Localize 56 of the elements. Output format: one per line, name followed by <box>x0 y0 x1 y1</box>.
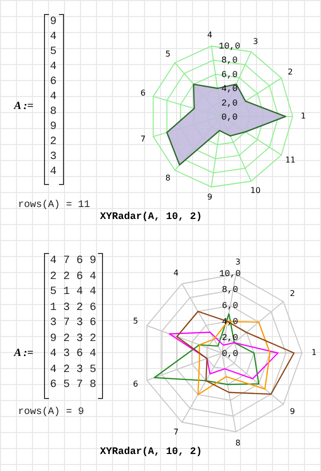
spoke-label: 9 <box>290 407 296 416</box>
y-tick-label: 8,0 <box>220 55 238 66</box>
y-tick-label: 0,0 <box>220 112 238 122</box>
text: 9 2 3 2 <box>50 332 96 344</box>
text: 9 <box>50 16 57 28</box>
spoke-label: 2 <box>290 288 296 298</box>
text: 3 <box>50 151 57 163</box>
spoke-label: 1 <box>300 111 306 120</box>
spoke-label: 6 <box>140 88 146 97</box>
spoke-label: 6 <box>133 379 138 388</box>
text: 5 1 4 4 <box>50 286 96 298</box>
spoke-label: 1 <box>311 348 317 357</box>
spoke-label: 4 <box>173 268 179 278</box>
spoke-label: 8 <box>164 172 170 182</box>
spoke-label: 3 <box>235 257 241 266</box>
text: rows(A) = 9 <box>18 407 84 418</box>
text: A := <box>14 100 34 112</box>
spoke-label: 9 <box>206 192 212 201</box>
y-tick-label: 10,0 <box>218 40 240 51</box>
text: 2 2 6 4 <box>50 270 96 282</box>
text: XYRadar(A, 10, 2) <box>100 447 202 458</box>
spoke-label: 5 <box>133 316 138 326</box>
spoke-label: 5 <box>164 49 170 58</box>
text: 4 <box>50 166 57 178</box>
text: A := <box>14 347 34 359</box>
y-tick-label: 8,0 <box>222 285 238 295</box>
spoke-label: 7 <box>173 428 179 437</box>
text: 4 <box>50 31 57 43</box>
text: 4 <box>50 61 57 73</box>
y-tick-label: 6,0 <box>220 69 238 80</box>
text: 4 2 3 5 <box>50 364 96 376</box>
text: 5 <box>50 46 57 58</box>
text: XYRadar(A, 10, 2) <box>100 212 202 223</box>
text: 4 7 6 9 <box>50 255 96 267</box>
text: 9 <box>50 121 57 133</box>
spoke-label: 8 <box>235 438 241 448</box>
text: rows(A) = 11 <box>18 200 90 211</box>
y-tick-label: 10,0 <box>219 269 241 279</box>
spoke-label: 10 <box>250 185 260 194</box>
y-tick-label: 6,0 <box>222 301 238 311</box>
text: 8 <box>50 106 57 118</box>
text: 2 <box>50 136 57 148</box>
text: 3 7 3 6 <box>50 317 96 329</box>
text: 4 3 6 4 <box>50 348 96 360</box>
y-tick-label: 0,0 <box>222 349 238 359</box>
text: 6 5 7 8 <box>50 379 96 391</box>
text: 1 3 2 6 <box>50 302 96 314</box>
y-tick-label: 2,0 <box>220 98 238 108</box>
spoke-label: 2 <box>287 66 292 76</box>
spoke-label: 7 <box>140 134 146 144</box>
text: 6 <box>50 76 57 88</box>
spoke-label: 4 <box>206 30 212 40</box>
text: 4 <box>50 91 57 103</box>
y-tick-label: 4,0 <box>220 84 238 94</box>
spoke-label: 3 <box>252 36 258 46</box>
spoke-label: 11 <box>284 155 295 164</box>
